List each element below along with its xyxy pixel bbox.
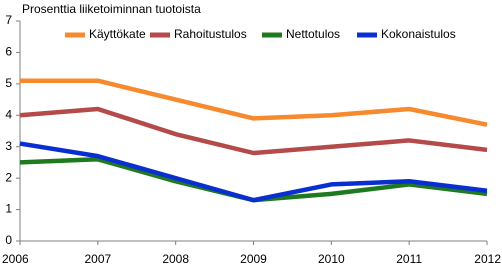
x-tick-label: 2012	[474, 252, 501, 266]
x-tick-label: 2006	[2, 252, 29, 266]
legend-label: Kokonaistulos	[381, 27, 456, 41]
legend-label: Nettotulos	[286, 27, 340, 41]
series-line	[20, 78, 488, 127]
x-tick-label: 2008	[162, 252, 189, 266]
x-tick-label: 2011	[396, 252, 422, 266]
series-line	[19, 106, 488, 156]
y-tick-label: 1	[5, 202, 12, 216]
y-tick-label: 5	[5, 76, 12, 90]
x-tick-label: 2009	[240, 252, 267, 266]
chart-title: Prosenttia liiketoiminnan tuotoista	[22, 2, 201, 16]
y-tick-label: 4	[5, 107, 12, 121]
y-tick-label: 0	[5, 233, 12, 247]
y-tick-label: 3	[5, 139, 12, 153]
y-tick-label: 6	[5, 45, 12, 59]
series-line	[19, 141, 488, 203]
legend-label: Rahoitustulos	[174, 27, 247, 41]
y-tick-label: 2	[5, 170, 12, 184]
y-tick-label: 7	[5, 13, 12, 27]
x-tick-label: 2010	[318, 252, 345, 266]
series-line	[19, 157, 488, 203]
x-tick-label: 2007	[84, 252, 111, 266]
legend-label: Käyttökate	[89, 27, 146, 41]
